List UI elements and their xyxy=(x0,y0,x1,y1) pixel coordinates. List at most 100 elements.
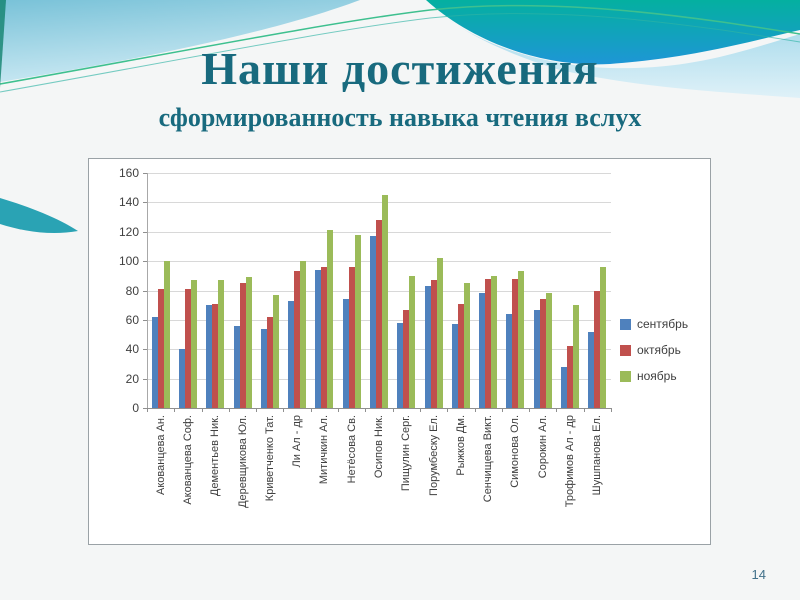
bar-ноябрь xyxy=(190,280,197,408)
bar-октябрь xyxy=(430,280,437,408)
x-axis-category-label: Шушпанова Ел. xyxy=(591,415,604,496)
y-axis-tick-mark xyxy=(143,378,147,380)
x-axis-tick-mark xyxy=(228,408,230,412)
bar-октябрь xyxy=(457,303,464,408)
bar-октябрь xyxy=(485,278,492,408)
x-axis-tick-mark xyxy=(201,408,203,412)
x-axis-category-label: Деревщикова Юл. xyxy=(236,415,249,508)
bar-октябрь xyxy=(403,309,410,408)
x-axis-category-label: Дементьев Ник. xyxy=(209,415,222,497)
y-axis-tick-label: 160 xyxy=(118,166,139,180)
x-axis-category-label: Криветченко Тат. xyxy=(263,415,276,502)
bar-ноябрь xyxy=(272,294,279,408)
x-axis-tick-mark xyxy=(501,408,503,412)
x-axis-category-label: Сенчищева Викт. xyxy=(482,415,495,503)
bar-сентябрь xyxy=(260,328,267,408)
bar-сентябрь xyxy=(178,349,185,408)
bar-ноябрь xyxy=(573,305,580,408)
legend-label: ноябрь xyxy=(637,369,677,383)
corner-strip-decoration xyxy=(0,0,6,88)
x-axis-tick-mark xyxy=(338,408,340,412)
x-axis-tick-mark xyxy=(174,408,176,412)
legend-item-ноябрь: ноябрь xyxy=(620,369,688,383)
bar-ноябрь xyxy=(518,271,525,408)
bar-сентябрь xyxy=(533,309,540,408)
bar-ноябрь xyxy=(245,277,252,408)
y-axis-tick-label: 100 xyxy=(118,254,139,269)
wave-light-band-shape xyxy=(432,6,800,98)
bar-ноябрь xyxy=(463,283,470,408)
bar-ноябрь xyxy=(545,293,552,408)
x-axis-tick-mark xyxy=(474,408,476,412)
y-axis-line xyxy=(147,173,148,408)
x-axis-category-label: Симонова Ол. xyxy=(509,415,522,488)
bar-сентябрь xyxy=(451,324,458,408)
x-axis-tick-mark xyxy=(529,408,531,412)
bar-ноябрь xyxy=(436,258,443,408)
y-axis-tick-mark xyxy=(143,173,147,174)
bar-ноябрь xyxy=(409,275,416,408)
bar-сентябрь xyxy=(206,305,213,408)
x-axis-category-label: Трофимов Ал - др xyxy=(564,415,577,508)
y-axis-tick-mark xyxy=(143,319,147,321)
bar-октябрь xyxy=(594,290,601,408)
bar-октябрь xyxy=(567,346,574,408)
x-axis-tick-mark xyxy=(256,408,258,412)
x-axis-tick-mark xyxy=(611,408,612,412)
x-axis-tick-mark xyxy=(447,408,449,412)
x-axis-category-label: Нетёсова Св. xyxy=(345,415,358,484)
chart-legend: сентябрь октябрь ноябрь xyxy=(620,317,688,395)
legend-swatch-icon xyxy=(620,344,631,356)
bar-октябрь xyxy=(376,220,382,408)
y-axis-tick-label: 40 xyxy=(125,342,139,357)
bar-октябрь xyxy=(157,289,164,408)
bar-сентябрь xyxy=(233,325,240,408)
x-axis-tick-mark xyxy=(147,408,148,412)
y-axis-tick-mark xyxy=(143,290,147,292)
x-axis-tick-mark xyxy=(556,408,558,412)
x-axis-line xyxy=(147,408,611,409)
x-axis-category-label: Порумбеску Ел. xyxy=(427,415,440,496)
y-axis-tick-label: 120 xyxy=(118,224,139,239)
bar-сентябрь xyxy=(397,322,404,408)
y-axis-tick-mark xyxy=(143,231,147,233)
y-axis-tick-label: 20 xyxy=(125,371,139,386)
x-axis-category-label: Осипов Ник. xyxy=(373,415,385,479)
wave-accent-line xyxy=(0,4,800,85)
x-axis-tick-mark xyxy=(583,408,585,412)
bar-сентябрь xyxy=(288,300,295,408)
x-axis-tick-mark xyxy=(392,408,394,412)
y-axis-tick-mark xyxy=(143,408,147,409)
bar-ноябрь xyxy=(382,195,388,408)
legend-label: октябрь xyxy=(637,343,681,357)
wave-left-sliver-shape xyxy=(0,198,78,234)
slide-title: Наши достижения xyxy=(201,43,599,94)
x-axis-category-label: Ли Ал - др xyxy=(291,415,304,468)
bar-октябрь xyxy=(512,278,519,408)
wave-left-blue-shape xyxy=(0,0,360,82)
bar-chart-panel: 0 20 40 60 80 100 120 140 160 Акованцева Ан. Акова… xyxy=(88,158,711,545)
bar-октябрь xyxy=(239,283,246,408)
bar-октябрь xyxy=(184,289,191,408)
x-axis-category-label: Акованцева Соф. xyxy=(181,415,194,505)
legend-item-сентябрь: сентябрь xyxy=(620,317,688,331)
bar-ноябрь xyxy=(600,267,607,408)
y-axis-tick-mark xyxy=(143,349,147,351)
y-axis-tick-label: 140 xyxy=(118,195,139,210)
gridline xyxy=(147,202,611,204)
bar-октябрь xyxy=(266,316,273,408)
x-axis-category-label: Акованцева Ан. xyxy=(154,415,167,495)
bar-сентябрь xyxy=(315,269,322,408)
bar-ноябрь xyxy=(491,275,498,408)
page-number: 14 xyxy=(751,567,766,582)
bar-октябрь xyxy=(212,303,219,408)
legend-swatch-icon xyxy=(620,370,631,382)
gridline xyxy=(147,173,611,174)
bar-октябрь xyxy=(348,267,355,408)
bar-сентябрь xyxy=(370,236,376,408)
bar-сентябрь xyxy=(151,316,158,408)
x-axis-category-label: Пищулин Серг. xyxy=(400,415,413,492)
legend-item-октябрь: октябрь xyxy=(620,343,688,357)
header-wave-decoration xyxy=(0,0,800,234)
